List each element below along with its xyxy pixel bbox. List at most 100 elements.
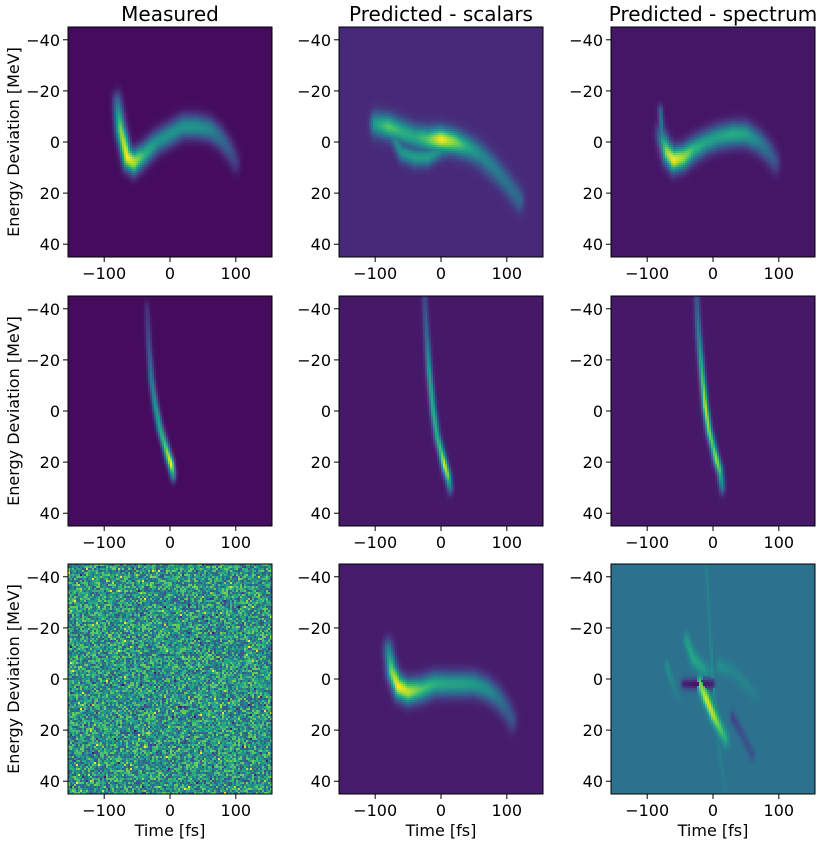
y-tick-label: −40: [26, 300, 60, 319]
y-tick-label: −40: [297, 300, 331, 319]
x-tick-label: 100: [221, 264, 252, 283]
y-tick-label: 0: [321, 402, 331, 421]
y-tick-label: −20: [569, 619, 603, 638]
panel-r0-c0: −100 0 100 −40 −20 0 20 40 Energy Deviation [MeV…: [4, 2, 273, 283]
y-tick-label: −20: [26, 351, 60, 370]
y-tick-label: −40: [569, 31, 603, 50]
y-tick-label: −20: [569, 82, 603, 101]
heatmap-r1-c1: [339, 296, 543, 526]
y-tick-label: −20: [26, 619, 60, 638]
y-tick-label: 0: [50, 133, 60, 152]
panel-r0-c2: −100 0 100 −40 −20 0 20 40 Predicted - spectrum: [569, 2, 817, 283]
y-tick-label: 40: [583, 504, 603, 523]
x-axis-label: Time [fs]: [134, 821, 206, 840]
y-tick-label: 20: [311, 184, 331, 203]
y-tick-label: 40: [40, 772, 60, 791]
x-tick-label: 100: [221, 533, 252, 552]
y-tick-label: 0: [50, 402, 60, 421]
heatmap-r0-c0: [68, 27, 272, 257]
x-tick-label: 0: [436, 801, 446, 820]
heatmap-r2-c2: [611, 564, 815, 794]
y-tick-label: 20: [311, 721, 331, 740]
x-tick-label: 100: [492, 264, 523, 283]
x-tick-label: −100: [625, 533, 669, 552]
y-tick-label: 0: [593, 670, 603, 689]
x-tick-label: −100: [353, 264, 397, 283]
y-tick-label: −20: [297, 82, 331, 101]
y-tick-label: 0: [593, 402, 603, 421]
panel-r1-c2: −100 0 100 −40 −20 0 20 40: [569, 295, 816, 552]
x-tick-label: −100: [82, 801, 126, 820]
x-tick-label: −100: [625, 264, 669, 283]
x-tick-label: 0: [436, 264, 446, 283]
x-tick-label: −100: [353, 533, 397, 552]
heatmap-r0-c1: [339, 27, 543, 257]
heatmap-r1-c2: [611, 296, 815, 526]
y-tick-label: 40: [311, 504, 331, 523]
y-tick-label: −20: [297, 351, 331, 370]
x-tick-label: 100: [221, 801, 252, 820]
y-tick-label: 0: [321, 133, 331, 152]
y-tick-label: 40: [40, 235, 60, 254]
x-axis-label: Time [fs]: [677, 821, 749, 840]
y-tick-label: −20: [26, 82, 60, 101]
panel-r2-c0: −100 0 100 −40 −20 0 20 40 Energy Deviation [MeV…: [4, 563, 273, 840]
y-tick-label: −40: [297, 568, 331, 587]
panel-r1-c0: −100 0 100 −40 −20 0 20 40 Energy Deviation [MeV…: [4, 295, 273, 552]
x-tick-label: 0: [436, 533, 446, 552]
heatmap-r2-c1: [339, 564, 543, 794]
panel-r2-c2: −100 0 100 −40 −20 0 20 40 Time [fs]: [569, 563, 816, 840]
y-axis-label: Energy Deviation [MeV]: [4, 47, 23, 237]
column-title: Predicted - spectrum: [609, 2, 817, 26]
x-tick-label: −100: [353, 801, 397, 820]
y-axis-label: Energy Deviation [MeV]: [4, 316, 23, 506]
y-tick-label: 40: [311, 772, 331, 791]
heatmap-r2-c0: [68, 564, 272, 794]
y-tick-label: 0: [593, 133, 603, 152]
heatmap-r0-c2: [611, 27, 815, 257]
x-tick-label: −100: [625, 801, 669, 820]
x-tick-label: 100: [764, 533, 795, 552]
x-tick-label: 100: [764, 264, 795, 283]
y-tick-label: 20: [40, 721, 60, 740]
x-tick-label: 0: [165, 264, 175, 283]
y-tick-label: −20: [569, 351, 603, 370]
x-tick-label: 0: [708, 801, 718, 820]
x-tick-label: 100: [764, 801, 795, 820]
y-tick-label: −40: [26, 31, 60, 50]
x-tick-label: 100: [492, 801, 523, 820]
column-title: Predicted - scalars: [349, 2, 533, 26]
panel-r2-c1: −100 0 100 −40 −20 0 20 40 Time [fs]: [297, 563, 544, 840]
x-axis-label: Time [fs]: [405, 821, 477, 840]
y-tick-label: 40: [40, 504, 60, 523]
panel-r1-c1: −100 0 100 −40 −20 0 20 40: [297, 295, 544, 552]
y-tick-label: 0: [50, 670, 60, 689]
x-tick-label: 0: [165, 801, 175, 820]
y-tick-label: 20: [583, 453, 603, 472]
heatmap-r1-c0: [68, 296, 272, 526]
y-tick-label: −40: [569, 300, 603, 319]
x-tick-label: −100: [82, 533, 126, 552]
y-tick-label: −40: [569, 568, 603, 587]
y-tick-label: −20: [297, 619, 331, 638]
y-tick-label: 40: [583, 772, 603, 791]
x-tick-label: 0: [708, 533, 718, 552]
x-tick-label: −100: [82, 264, 126, 283]
y-tick-label: −40: [297, 31, 331, 50]
y-tick-label: 20: [40, 184, 60, 203]
y-tick-label: 20: [40, 453, 60, 472]
y-tick-label: 20: [311, 453, 331, 472]
y-tick-label: 20: [583, 184, 603, 203]
x-tick-label: 0: [708, 264, 718, 283]
y-tick-label: 20: [583, 721, 603, 740]
y-tick-label: 0: [321, 670, 331, 689]
column-title: Measured: [121, 2, 219, 26]
panel-r0-c1: −100 0 100 −40 −20 0 20 40 Predicted - scalars: [297, 2, 544, 283]
y-tick-label: 40: [311, 235, 331, 254]
y-tick-label: −40: [26, 568, 60, 587]
x-tick-label: 100: [492, 533, 523, 552]
y-axis-label: Energy Deviation [MeV]: [4, 584, 23, 774]
x-tick-label: 0: [165, 533, 175, 552]
y-tick-label: 40: [583, 235, 603, 254]
